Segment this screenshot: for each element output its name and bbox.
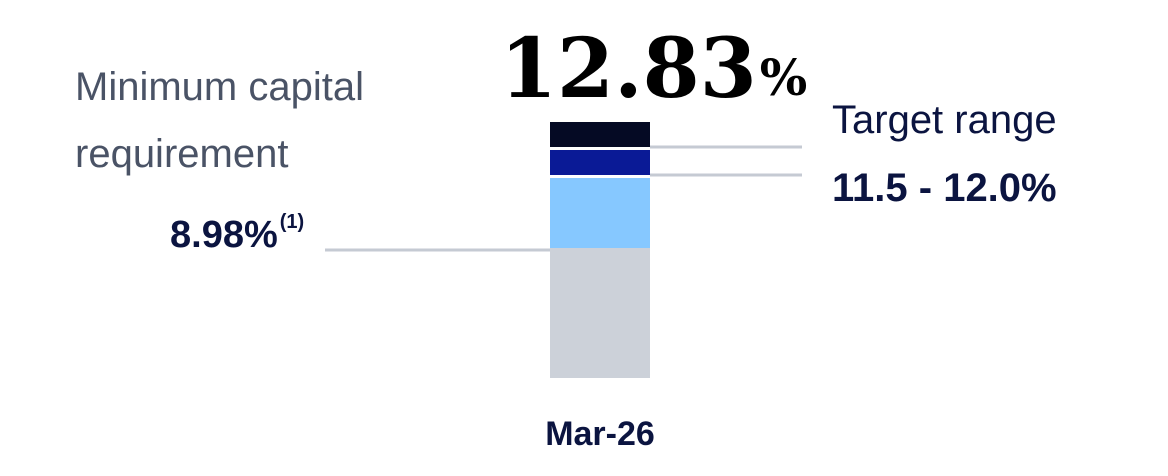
footnote-marker: (1) <box>280 211 304 233</box>
target-value: 11.5 - 12.0% <box>832 166 1057 210</box>
segment-target-range <box>550 150 650 175</box>
period-label: Mar-26 <box>545 415 655 453</box>
minimum-label: requirement <box>75 132 288 176</box>
headline-value: 12.83 <box>500 21 757 117</box>
headline-unit: % <box>760 48 808 107</box>
minimum-value: 8.98% <box>170 214 278 256</box>
segment-buffer <box>550 178 650 248</box>
segment-base <box>550 248 650 378</box>
segment-surplus <box>550 122 650 147</box>
minimum-label: Minimum capital <box>75 65 364 109</box>
target-label: Target range <box>832 98 1057 142</box>
